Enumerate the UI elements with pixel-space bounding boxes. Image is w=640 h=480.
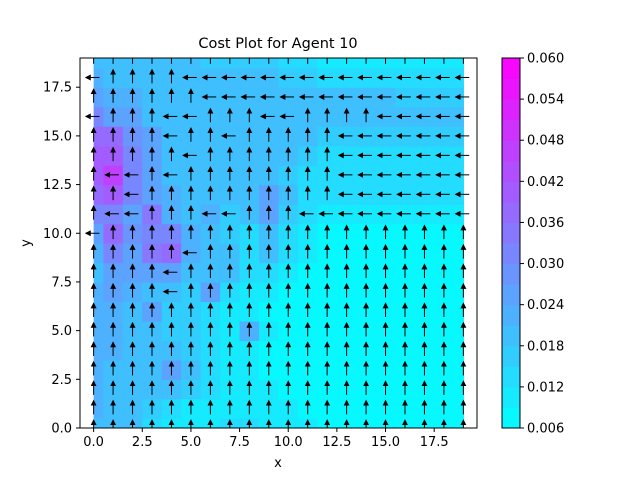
contour-cell [93, 243, 104, 264]
colorbar-band [502, 119, 520, 141]
colorbar-tick-label: 0.060 [527, 52, 564, 67]
colorbar-band [502, 345, 520, 367]
plot-frame [79, 57, 478, 429]
contour-cell [453, 243, 464, 264]
colorbar-tick-label: 0.042 [527, 175, 564, 190]
contour-cell [453, 418, 464, 428]
y-tick-label: 2.5 [51, 373, 72, 388]
y-tick-label: 15.0 [43, 129, 72, 144]
contour-cell [93, 418, 104, 428]
colorbar-frame [501, 57, 521, 429]
contour-cell [93, 379, 104, 400]
colorbar-ticks: 0.006 0.012 0.018 0.024 0.030 0.036 0.042 0.048… [520, 52, 564, 437]
colorbar-band [502, 325, 520, 347]
contour-cell [453, 58, 464, 69]
contour-cell [453, 340, 464, 361]
contour-cell [453, 223, 464, 244]
contour-cell [453, 281, 464, 303]
contour-cell [93, 204, 104, 225]
contour-cell [93, 359, 104, 380]
y-tick-label: 12.5 [43, 178, 72, 193]
x-tick-label: 2.5 [132, 435, 153, 450]
y-tick-label: 5.0 [51, 324, 72, 339]
x-tick-label: 12.5 [322, 435, 351, 450]
x-axis-label: x [274, 456, 282, 471]
plot-area [80, 58, 477, 428]
contour-cell [93, 398, 104, 419]
colorbar-band [502, 201, 520, 223]
colorbar-band [502, 78, 520, 100]
x-tick-label: 10.0 [274, 435, 303, 450]
colorbar-tick-label: 0.030 [527, 257, 564, 272]
contour-cell [93, 340, 104, 361]
colorbar-band [502, 366, 520, 388]
x-tick-label: 5.0 [181, 435, 202, 450]
contour-cell [93, 145, 104, 166]
y-tick-label: 0.0 [51, 422, 72, 437]
colorbar-band [502, 58, 520, 80]
contour-cell [93, 320, 104, 341]
y-axis-label: y [19, 239, 34, 247]
colorbar: 0.006 0.012 0.018 0.024 0.030 0.036 0.042 0.048… [501, 52, 564, 437]
contour-cell [453, 359, 464, 380]
x-tick-label: 15.0 [371, 435, 400, 450]
colorbar-tick-label: 0.024 [527, 298, 564, 313]
x-tick-label: 0.0 [83, 435, 104, 450]
contour-cell [93, 281, 104, 303]
colorbar-tick-label: 0.006 [527, 422, 564, 437]
contour-cell [93, 262, 104, 283]
colorbar-band [502, 263, 520, 285]
contour-cell [453, 262, 464, 283]
colorbar-tick-label: 0.012 [527, 380, 564, 395]
colorbar-band [502, 222, 520, 244]
colorbar-band [502, 407, 520, 429]
contour-cell [453, 320, 464, 341]
y-axis-ticks: 0.0 2.5 5.0 7.5 10.0 12.5 15.0 17.5 [43, 81, 80, 437]
colorbar-band [502, 304, 520, 326]
colorbar-band [502, 160, 520, 182]
contour-cell [93, 58, 104, 69]
y-tick-label: 17.5 [43, 81, 72, 96]
contour-cell [453, 379, 464, 400]
colorbar-band [502, 140, 520, 162]
colorbar-band [502, 99, 520, 121]
chart-title: Cost Plot for Agent 10 [198, 36, 357, 52]
x-axis-ticks: 0.0 2.5 5.0 7.5 10.0 12.5 15.0 17.5 [83, 428, 449, 450]
quiver-arrows [84, 58, 470, 428]
contour-cell [93, 87, 104, 108]
colorbar-tick-label: 0.018 [527, 339, 564, 354]
colorbar-band [502, 181, 520, 203]
y-tick-label: 10.0 [43, 227, 72, 242]
x-tick-label: 7.5 [229, 435, 250, 450]
colorbar-band [502, 284, 520, 306]
colorbar-tick-label: 0.048 [527, 134, 564, 149]
contour-cell [453, 301, 464, 322]
colorbar-band [502, 243, 520, 265]
colorbar-band [502, 386, 520, 408]
colorbar-tick-label: 0.036 [527, 216, 564, 231]
contour-cell [453, 398, 464, 419]
contour-cell [93, 126, 104, 147]
x-tick-label: 17.5 [420, 435, 449, 450]
colorbar-tick-label: 0.054 [527, 93, 564, 108]
contour-cell [93, 165, 104, 186]
contour-cell [93, 184, 104, 205]
contour-cell [93, 301, 104, 322]
colorbar-bands [502, 58, 520, 429]
y-tick-label: 7.5 [51, 275, 72, 290]
cost-contour-cells [93, 58, 464, 428]
